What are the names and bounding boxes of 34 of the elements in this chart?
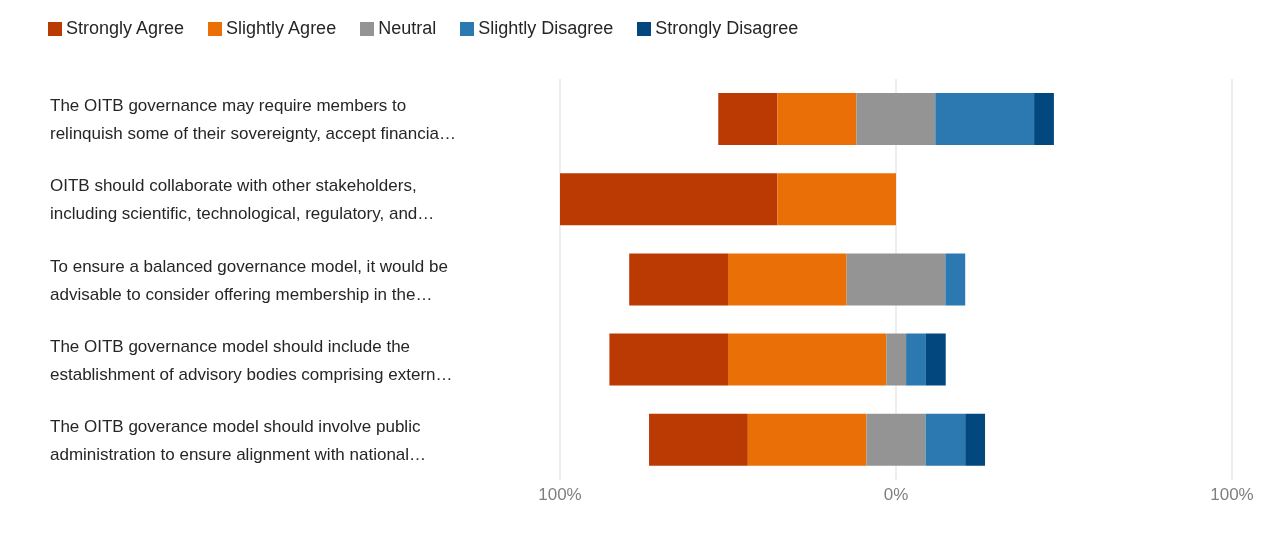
legend-label: Strongly Agree	[66, 18, 185, 38]
legend-label: Slightly Agree	[226, 18, 337, 38]
legend-label: Strongly Disagree	[655, 18, 799, 38]
x-tick-label: 100%	[1210, 485, 1254, 505]
bar	[866, 413, 926, 466]
bar	[777, 173, 896, 226]
bar	[906, 333, 926, 386]
bar	[728, 333, 887, 386]
y-tick-label: The OITB goverance model should involve public administration to ensure alignment with national…	[50, 416, 427, 464]
x-tick-label: 100%	[538, 485, 582, 505]
bar	[945, 253, 966, 306]
y-tick-label: The OITB governance may require members to relinquish some of their sovereignty, accept financia…	[50, 95, 456, 143]
bar	[718, 93, 778, 145]
bar	[747, 413, 867, 466]
bar	[846, 253, 946, 306]
bar	[965, 413, 986, 466]
x-tick-label: 0%	[883, 485, 909, 505]
legend-label: Slightly Disagree	[478, 18, 614, 38]
bar	[1034, 93, 1054, 145]
bar	[649, 413, 748, 466]
bar	[777, 93, 857, 145]
bar	[728, 253, 847, 306]
y-tick-label: To ensure a balanced governance model, it would be advisable to consider offering membership in the…	[50, 256, 448, 303]
y-tick-label: The OITB governance model should include the establishment of advisory bodies comprising extern…	[50, 336, 453, 384]
bar	[609, 333, 728, 386]
bar	[629, 253, 728, 306]
bar	[925, 413, 966, 466]
bar	[856, 93, 936, 145]
y-tick-label: OITB should collaborate with other stakeholders, including scientific, technological, regulatory, and…	[50, 175, 435, 223]
bar	[935, 93, 1035, 145]
bar	[560, 173, 778, 226]
legend-label: Neutral	[378, 18, 437, 38]
bar	[886, 333, 907, 386]
bar	[925, 333, 946, 386]
